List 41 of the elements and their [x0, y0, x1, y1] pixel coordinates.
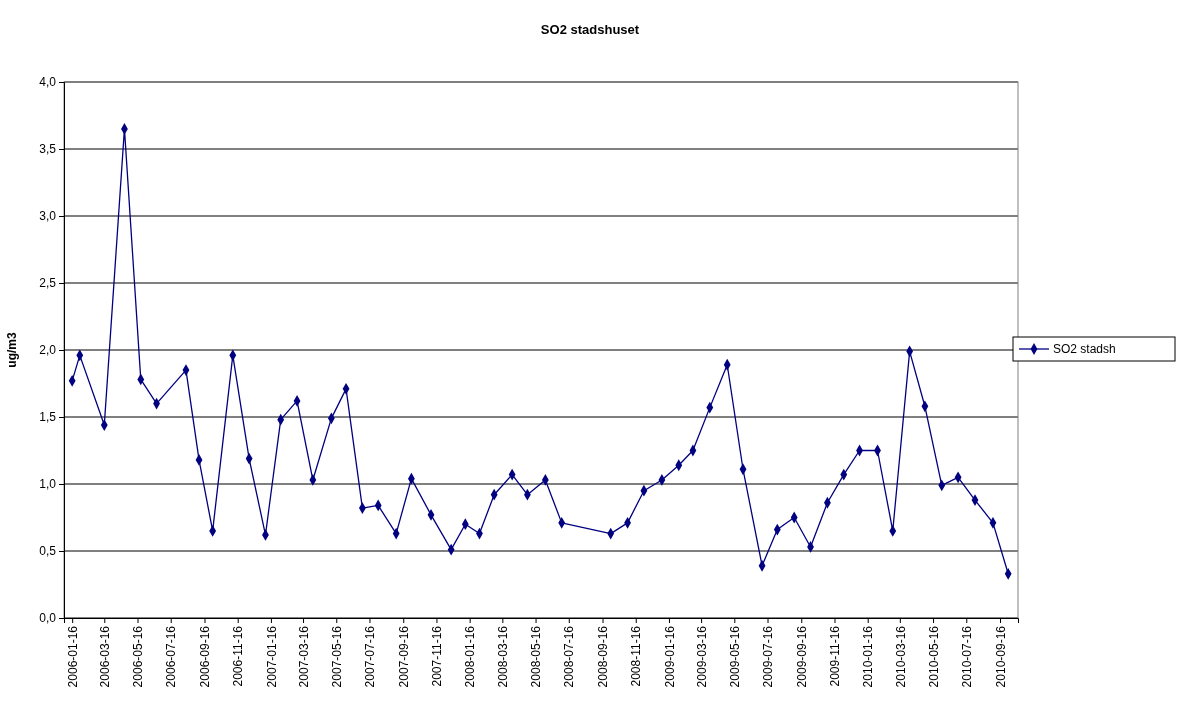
x-tick-label: 2010-03-16: [893, 625, 908, 688]
x-tick-label: 2006-11-16: [231, 625, 246, 687]
x-tick-label: 2006-05-16: [131, 625, 146, 688]
x-tick-label: 2008-01-16: [463, 625, 478, 688]
x-tick-label: 2006-07-16: [164, 625, 179, 688]
x-tick-label: 2006-01-16: [65, 625, 80, 688]
x-tick-label: 2008-05-16: [529, 625, 544, 688]
y-tick-label: 0,5: [39, 544, 57, 559]
y-tick-label: 2,5: [39, 276, 57, 291]
x-tick-label: 2007-09-16: [396, 625, 411, 688]
x-tick-label: 2010-09-16: [993, 625, 1008, 688]
x-tick-label: 2008-07-16: [562, 625, 577, 688]
x-tick-label: 2009-01-16: [662, 625, 677, 688]
x-tick-label: 2007-07-16: [363, 625, 378, 688]
x-tick-label: 2008-03-16: [496, 625, 511, 688]
x-tick-label: 2008-09-16: [596, 625, 611, 688]
x-tick-label: 2007-03-16: [296, 625, 311, 688]
y-tick-label: 4,0: [39, 75, 57, 90]
x-tick-label: 2010-07-16: [959, 625, 974, 688]
y-axis-title: ug/m3: [5, 332, 19, 368]
x-tick-label: 2007-05-16: [329, 625, 344, 688]
x-tick-label: 2007-11-16: [430, 625, 445, 687]
y-tick-label: 1,5: [39, 410, 57, 425]
y-tick-label: 1,0: [39, 477, 57, 492]
x-tick-label: 2006-03-16: [97, 625, 112, 688]
x-tick-label: 2010-01-16: [861, 625, 876, 688]
y-tick-label: 0,0: [39, 611, 57, 626]
x-tick-label: 2009-03-16: [694, 625, 709, 688]
x-tick-label: 2010-05-16: [926, 625, 941, 688]
x-tick-label: 2009-05-16: [728, 625, 742, 688]
x-tick-label: 2006-09-16: [198, 625, 213, 688]
x-tick-label: 2007-01-16: [264, 625, 279, 688]
legend-label: SO2 stadsh: [1053, 342, 1116, 356]
y-tick-label: 3,0: [39, 209, 57, 224]
x-tick-label: 2008-11-16: [629, 625, 644, 687]
y-tick-label: 2,0: [39, 343, 57, 358]
x-tick-label: 2009-07-16: [761, 625, 776, 688]
chart-title: SO2 stadshuset: [540, 22, 640, 37]
x-tick-label: 2009-09-16: [794, 625, 809, 688]
x-tick-label: 2009-11-16: [828, 625, 843, 687]
y-tick-label: 3,5: [39, 142, 57, 157]
